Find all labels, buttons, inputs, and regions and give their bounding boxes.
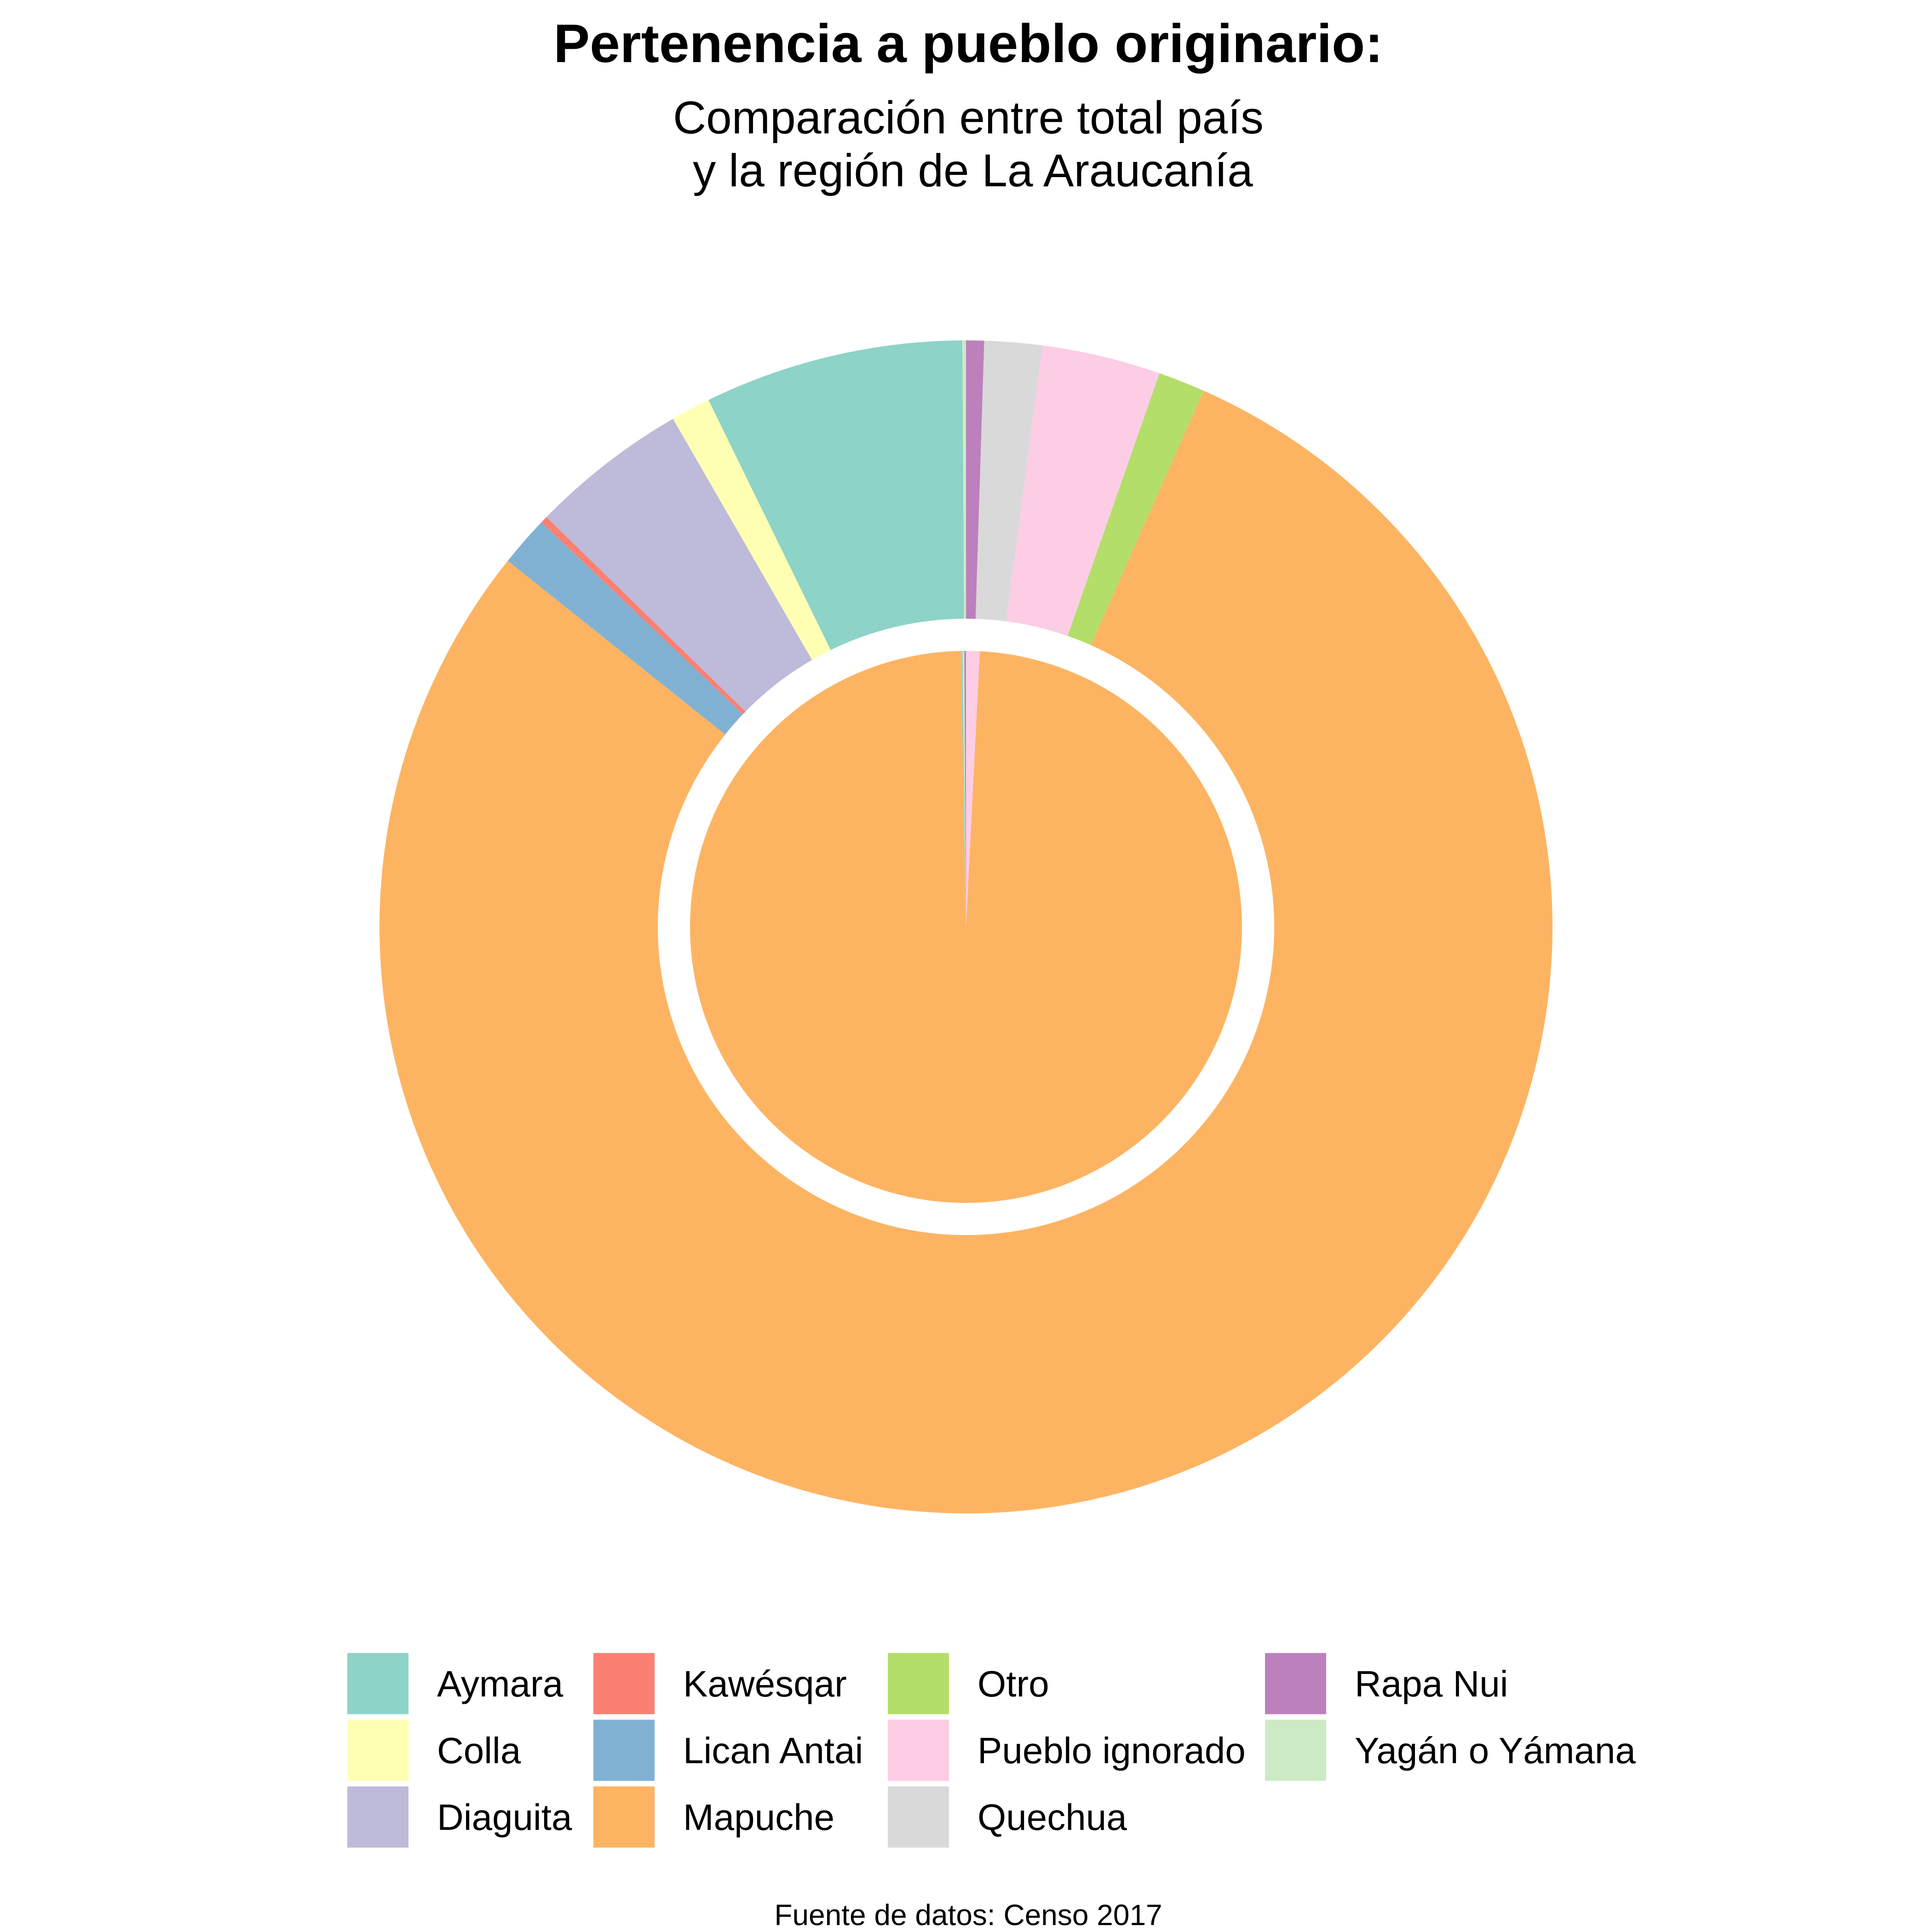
legend-label: Kawésqar xyxy=(683,1663,847,1704)
legend-item-rapa-nui: Rapa Nui xyxy=(1265,1653,1508,1714)
legend-swatch xyxy=(347,1653,408,1714)
inner-slice-rapa-nui xyxy=(964,651,966,927)
legend-swatch xyxy=(593,1786,655,1848)
outer-slice-pueblo-ignorado xyxy=(1006,345,1160,636)
inner-slice-aymara xyxy=(960,651,966,927)
outer-slice-aymara xyxy=(708,340,964,650)
legend-label: Otro xyxy=(978,1663,1049,1704)
legend-label: Rapa Nui xyxy=(1355,1663,1508,1704)
legend-item-lican-antai: Lican Antai xyxy=(593,1719,863,1781)
legend-item-pueblo-ignorado: Pueblo ignorado xyxy=(888,1719,1246,1781)
inner-slice-mapuche xyxy=(690,651,1242,1203)
inner-slice-yagan-o-yamana xyxy=(962,651,966,927)
inner-ring xyxy=(690,651,1242,1203)
outer-slice-kawesqar xyxy=(541,517,746,714)
legend-item-mapuche: Mapuche xyxy=(593,1786,834,1848)
legend-swatch xyxy=(347,1786,408,1848)
outer-slice-lican-antai xyxy=(507,522,743,735)
legend-item-quechua: Quechua xyxy=(888,1786,1127,1848)
legend-label: Quechua xyxy=(978,1797,1127,1838)
outer-slice-yagan-o-yamana xyxy=(962,340,966,619)
outer-slice-colla xyxy=(673,400,831,660)
legend-item-kawesqar: Kawésqar xyxy=(593,1653,847,1714)
chart-subtitle-line-1: Comparación entre total país xyxy=(673,92,1264,144)
legend-swatch xyxy=(593,1719,655,1781)
legend-label: Lican Antai xyxy=(683,1730,863,1771)
legend-swatch xyxy=(593,1653,655,1714)
legend-swatch xyxy=(347,1719,408,1781)
legend-swatch xyxy=(1265,1653,1326,1714)
inner-slice-pueblo-ignorado xyxy=(966,651,980,927)
legend-item-diaguita: Diaguita xyxy=(347,1786,572,1848)
outer-slice-quechua xyxy=(975,340,1043,621)
legend-label: Colla xyxy=(437,1730,521,1771)
legend-swatch xyxy=(888,1653,949,1714)
legend-label: Yagán o Yámana xyxy=(1355,1730,1636,1771)
legend-item-aymara: Aymara xyxy=(347,1653,564,1714)
legend-item-yagan-o-yamana: Yagán o Yámana xyxy=(1265,1719,1636,1781)
legend-label: Diaguita xyxy=(437,1797,572,1838)
legend-swatch xyxy=(888,1786,949,1848)
outer-ring xyxy=(379,340,1552,1514)
outer-slice-mapuche xyxy=(379,391,1552,1514)
legend-item-colla: Colla xyxy=(347,1719,521,1781)
legend-label: Pueblo ignorado xyxy=(978,1730,1246,1771)
legend-label: Mapuche xyxy=(683,1797,834,1838)
outer-slice-diaguita xyxy=(546,419,812,712)
legend-swatch xyxy=(1265,1719,1326,1781)
legend: Aymara Colla Diaguita Kawésqar Lican Antai Ma… xyxy=(347,1653,1636,1848)
outer-slice-otro xyxy=(1068,373,1204,645)
legend-swatch xyxy=(888,1719,949,1781)
chart-subtitle-line-2: y la región de La Araucanía xyxy=(693,145,1253,196)
outer-slice-rapa-nui xyxy=(966,340,984,619)
legend-item-otro: Otro xyxy=(888,1653,1049,1714)
chart-caption: Fuente de datos: Censo 2017 xyxy=(774,1898,1162,1932)
chart-title: Pertenencia a pueblo originario: xyxy=(553,13,1383,74)
legend-label: Aymara xyxy=(437,1663,564,1704)
